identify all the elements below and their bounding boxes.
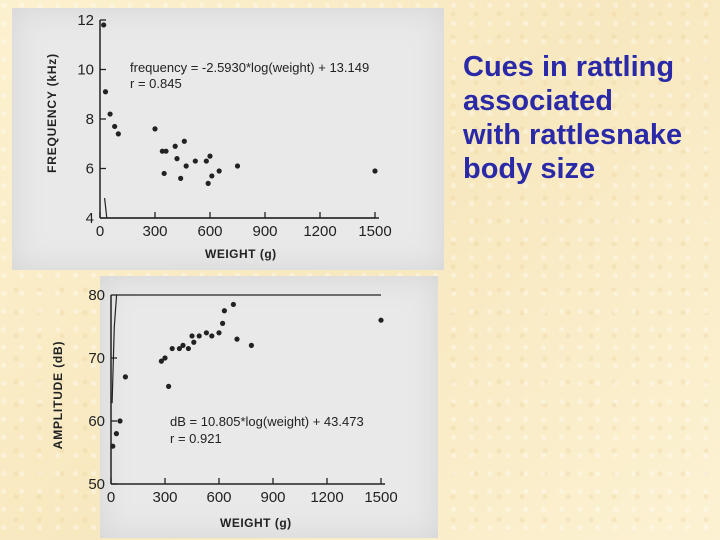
amp-x-tick-label: 0 [107,489,115,506]
freq-x-axis-label: WEIGHT (g) [205,247,277,261]
freq-data-point [172,143,178,149]
slide-title-line-2: associated [463,85,613,117]
amp-data-point [117,418,123,424]
amp-data-point [220,320,226,326]
amp-data-point [122,374,128,380]
amp-data-point [234,336,240,342]
freq-y-axis-label: FREQUENCY (kHz) [45,53,59,173]
amp-x-axis-label: WEIGHT (g) [220,516,292,530]
amp-data-point [162,355,168,361]
amp-data-point [166,383,172,389]
freq-data-point [163,148,169,154]
freq-data-point [234,163,241,169]
slide-title-line-3: with rattlesnake [463,119,683,151]
freq-annotation: r = 0.845 [130,76,182,91]
amp-data-point [189,333,195,339]
freq-data-point [101,22,107,28]
amp-y-tick-label: 60 [88,413,105,430]
amp-y-axis-label: AMPLITUDE (dB) [51,341,65,450]
amp-annotation: dB = 10.805*log(weight) + 43.473 [170,414,364,429]
amp-y-tick-label: 80 [88,287,105,304]
freq-y-tick-label: 4 [86,210,94,227]
freq-data-point [183,163,189,169]
amp-data-point [169,345,175,352]
amp-data-point [230,301,236,308]
freq-data-point [192,158,198,164]
amp-data-point [216,330,222,336]
freq-data-point [205,180,211,186]
freq-x-tick-label: 900 [252,223,277,240]
amp-data-point [191,339,197,345]
freq-data-point [216,168,222,174]
freq-y-tick-label: 10 [77,62,94,79]
amp-y-tick-label: 70 [88,350,105,367]
freq-data-point [102,89,109,95]
freq-data-point [115,131,121,137]
freq-y-tick-label: 12 [77,12,94,29]
freq-data-point [107,111,113,117]
freq-data-point [372,168,378,174]
freq-y-tick-label: 6 [86,161,94,178]
freq-y-tick-label: 8 [86,111,94,128]
freq-data-point [112,123,118,130]
freq-data-point [152,126,158,132]
amp-x-tick-label: 1200 [310,489,343,506]
amp-x-tick-label: 900 [260,489,285,506]
freq-x-tick-label: 600 [197,223,222,240]
amp-data-point [221,308,227,314]
amp-annotation: r = 0.921 [170,431,222,446]
freq-data-point [159,148,165,154]
amp-data-point [378,317,384,323]
amp-data-point [110,443,116,449]
amp-x-tick-label: 300 [152,489,177,506]
amp-data-point [185,345,191,352]
slide-title-line-4: body size [463,153,596,185]
amp-x-tick-label: 600 [206,489,231,506]
freq-data-point [174,156,180,162]
freq-data-point [207,153,213,159]
freq-data-point [209,173,215,179]
amp-data-point [209,333,215,339]
amp-x-tick-label: 1500 [364,489,397,506]
freq-data-point [161,170,167,177]
amp-data-point [158,358,164,364]
frequency-chart-panel [12,8,444,270]
amp-data-point [203,330,209,336]
amp-data-point [248,342,254,348]
freq-data-point [203,158,209,164]
freq-annotation: frequency = -2.5930*log(weight) + 13.149 [130,60,369,75]
freq-x-tick-label: 300 [142,223,167,240]
amp-y-tick-label: 50 [88,476,105,493]
slide-title-line-1: Cues in rattling [463,51,675,83]
slide-title: Cues in rattling associated with rattles… [463,50,718,186]
freq-data-point [178,175,184,181]
amp-data-point [176,345,182,352]
amp-data-point [196,333,202,339]
freq-x-tick-label: 0 [96,223,104,240]
amp-data-point [180,342,186,348]
freq-fit-curve [104,198,375,219]
amp-fit-curve [111,294,381,404]
freq-x-tick-label: 1500 [358,223,391,240]
freq-data-point [181,138,187,144]
amp-data-point [113,431,119,437]
freq-x-tick-label: 1200 [303,223,336,240]
